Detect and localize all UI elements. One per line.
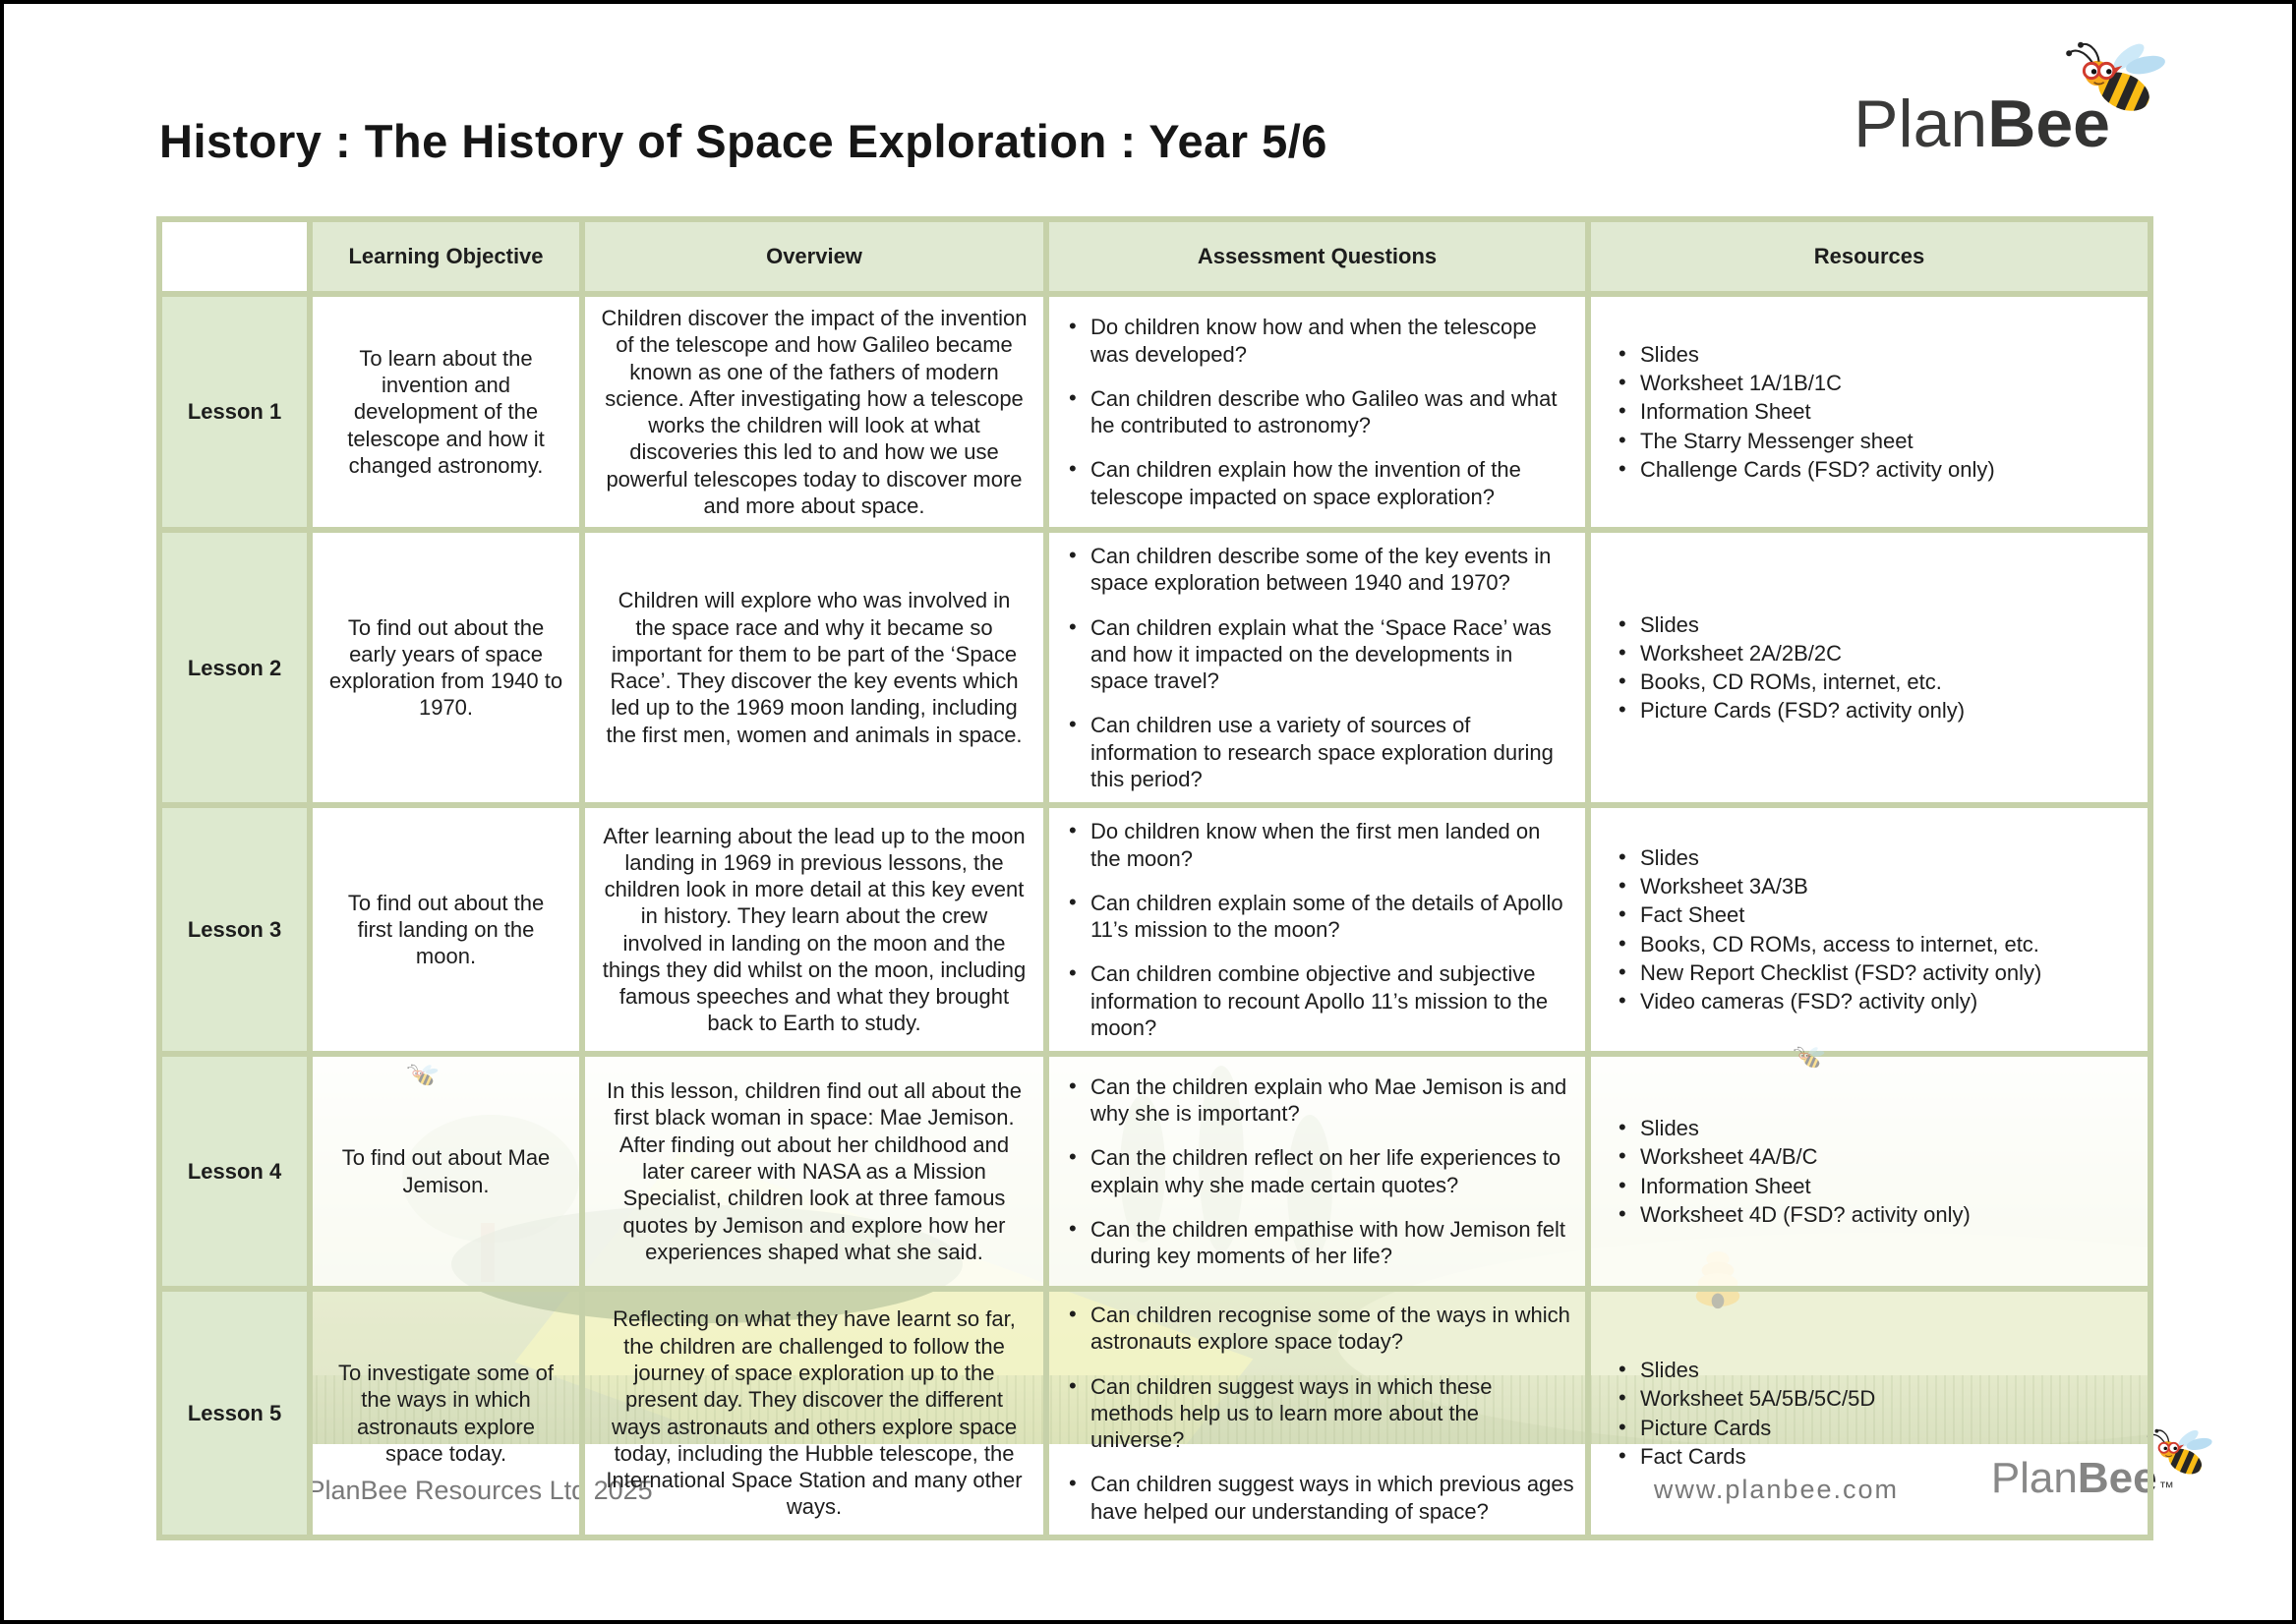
resource-item: Challenge Cards (FSD? activity only) bbox=[1615, 455, 2138, 483]
trademark-symbol: ™ bbox=[2158, 1479, 2174, 1496]
question-item: Can children use a variety of sources of… bbox=[1065, 711, 1575, 792]
overview-cell: After learning about the lead up to the … bbox=[579, 802, 1049, 1058]
resource-item: The Starry Messenger sheet bbox=[1615, 427, 2138, 454]
lesson-plan-table: Learning Objective Overview Assessment Q… bbox=[156, 216, 2153, 1540]
resource-item: Information Sheet bbox=[1615, 1172, 2138, 1199]
overview-cell: Reflecting on what they have learnt so f… bbox=[579, 1286, 1049, 1540]
assessment-questions-list: Can children describe some of the key ev… bbox=[1065, 542, 1575, 792]
overview-cell: In this lesson, children find out all ab… bbox=[579, 1051, 1049, 1293]
objective-cell: To investigate some of the ways in which… bbox=[307, 1286, 585, 1540]
assessment-cell: Can the children explain who Mae Jemison… bbox=[1043, 1051, 1591, 1293]
resource-item: Picture Cards bbox=[1615, 1414, 2138, 1441]
assessment-cell: Do children know when the first men land… bbox=[1043, 802, 1591, 1058]
resources-list: Slides Worksheet 4A/B/C Information Shee… bbox=[1607, 1114, 2138, 1228]
table-row-lesson-2: Lesson 2 To find out about the early yea… bbox=[156, 527, 2153, 809]
assessment-cell: Can children describe some of the key ev… bbox=[1043, 527, 1591, 809]
resource-item: Worksheet 3A/3B bbox=[1615, 872, 2138, 899]
resources-list: Slides Worksheet 5A/5B/5C/5D Picture Car… bbox=[1607, 1356, 2138, 1470]
column-header-learning-objective: Learning Objective bbox=[307, 216, 585, 297]
brand-plan-text: Plan bbox=[1854, 87, 1988, 161]
column-header-assessment-questions: Assessment Questions bbox=[1043, 216, 1591, 297]
resource-item: Picture Cards (FSD? activity only) bbox=[1615, 696, 2138, 724]
lesson-label: Lesson 1 bbox=[156, 290, 313, 534]
question-item: Can the children empathise with how Jemi… bbox=[1065, 1215, 1575, 1270]
lesson-label: Lesson 3 bbox=[156, 802, 313, 1058]
mini-bee-icon bbox=[405, 1064, 439, 1089]
page-title: History : The History of Space Explorati… bbox=[159, 115, 1327, 167]
assessment-cell: Can children recognise some of the ways … bbox=[1043, 1286, 1591, 1540]
assessment-questions-list: Do children know how and when the telesc… bbox=[1065, 313, 1575, 510]
objective-cell: To find out about the early years of spa… bbox=[307, 527, 585, 809]
objective-cell: To find out about the first landing on t… bbox=[307, 802, 585, 1058]
lesson-label: Lesson 4 bbox=[156, 1051, 313, 1293]
resource-item: Slides bbox=[1615, 340, 2138, 368]
assessment-questions-list: Can children recognise some of the ways … bbox=[1065, 1301, 1575, 1525]
lesson-label: Lesson 5 bbox=[156, 1286, 313, 1540]
resource-item: Fact Sheet bbox=[1615, 900, 2138, 928]
question-item: Can children describe some of the key ev… bbox=[1065, 542, 1575, 597]
resources-list: Slides Worksheet 2A/2B/2C Books, CD ROMs… bbox=[1607, 610, 2138, 725]
question-item: Do children know when the first men land… bbox=[1065, 817, 1575, 872]
resource-item: Slides bbox=[1615, 1356, 2138, 1383]
planbee-logo: Plan Bee bbox=[1854, 90, 2110, 157]
lesson-label: Lesson 2 bbox=[156, 527, 313, 809]
bee-icon bbox=[2059, 39, 2167, 124]
resource-item: Worksheet 5A/5B/5C/5D bbox=[1615, 1384, 2138, 1412]
question-item: Can children suggest ways in which these… bbox=[1065, 1372, 1575, 1454]
brand-bee-text: Bee bbox=[1987, 87, 2110, 161]
table-row-lesson-4: Lesson 4 To find out about Mae Jemison. … bbox=[156, 1051, 2153, 1293]
mini-bee-icon bbox=[1792, 1046, 1825, 1072]
objective-cell: To learn about the invention and develop… bbox=[307, 290, 585, 534]
assessment-cell: Do children know how and when the telesc… bbox=[1043, 290, 1591, 534]
resource-item: Books, CD ROMs, internet, etc. bbox=[1615, 667, 2138, 695]
resource-item: Video cameras (FSD? activity only) bbox=[1615, 987, 2138, 1015]
resource-item: Worksheet 4D (FSD? activity only) bbox=[1615, 1200, 2138, 1228]
resources-list: Slides Worksheet 1A/1B/1C Information Sh… bbox=[1607, 340, 2138, 483]
overview-cell: Children will explore who was involved i… bbox=[579, 527, 1049, 809]
table-row-lesson-5: Lesson 5 To investigate some of the ways… bbox=[156, 1286, 2153, 1540]
resource-item: Information Sheet bbox=[1615, 397, 2138, 425]
question-item: Can the children explain who Mae Jemison… bbox=[1065, 1073, 1575, 1128]
resource-item: Worksheet 1A/1B/1C bbox=[1615, 369, 2138, 396]
question-item: Can children explain what the ‘Space Rac… bbox=[1065, 613, 1575, 695]
resource-item: Worksheet 4A/B/C bbox=[1615, 1142, 2138, 1170]
question-item: Can children recognise some of the ways … bbox=[1065, 1301, 1575, 1356]
question-item: Can the children reflect on her life exp… bbox=[1065, 1143, 1575, 1198]
header-row: Learning Objective Overview Assessment Q… bbox=[156, 216, 2153, 297]
resources-cell: Slides Worksheet 1A/1B/1C Information Sh… bbox=[1585, 290, 2153, 534]
table-row-lesson-3: Lesson 3 To find out about the first lan… bbox=[156, 802, 2153, 1058]
resource-item: Slides bbox=[1615, 1114, 2138, 1141]
resources-cell: Slides Worksheet 4A/B/C Information Shee… bbox=[1585, 1051, 2153, 1293]
resources-cell: Slides Worksheet 2A/2B/2C Books, CD ROMs… bbox=[1585, 527, 2153, 809]
resource-item: New Report Checklist (FSD? activity only… bbox=[1615, 958, 2138, 986]
question-item: Can children suggest ways in which previ… bbox=[1065, 1470, 1575, 1525]
question-item: Can children combine objective and subje… bbox=[1065, 959, 1575, 1041]
column-header-overview: Overview bbox=[579, 216, 1049, 297]
assessment-questions-list: Can the children explain who Mae Jemison… bbox=[1065, 1073, 1575, 1270]
resources-cell: Slides Worksheet 5A/5B/5C/5D Picture Car… bbox=[1585, 1286, 2153, 1540]
question-item: Do children know how and when the telesc… bbox=[1065, 313, 1575, 368]
question-item: Can children explain how the invention o… bbox=[1065, 455, 1575, 510]
objective-cell: To find out about Mae Jemison. bbox=[307, 1051, 585, 1293]
question-item: Can children describe who Galileo was an… bbox=[1065, 384, 1575, 439]
question-item: Can children explain some of the details… bbox=[1065, 889, 1575, 944]
corner-spacer bbox=[156, 216, 313, 297]
table-row-lesson-1: Lesson 1 To learn about the invention an… bbox=[156, 290, 2153, 534]
resource-item: Slides bbox=[1615, 843, 2138, 871]
resources-cell: Slides Worksheet 3A/3B Fact Sheet Books,… bbox=[1585, 802, 2153, 1058]
column-header-resources: Resources bbox=[1585, 216, 2153, 297]
resource-item: Worksheet 2A/2B/2C bbox=[1615, 639, 2138, 667]
assessment-questions-list: Do children know when the first men land… bbox=[1065, 817, 1575, 1041]
resource-item: Books, CD ROMs, access to internet, etc. bbox=[1615, 930, 2138, 957]
resource-item: Slides bbox=[1615, 610, 2138, 638]
overview-cell: Children discover the impact of the inve… bbox=[579, 290, 1049, 534]
resource-item: Fact Cards bbox=[1615, 1442, 2138, 1470]
resources-list: Slides Worksheet 3A/3B Fact Sheet Books,… bbox=[1607, 843, 2138, 1015]
